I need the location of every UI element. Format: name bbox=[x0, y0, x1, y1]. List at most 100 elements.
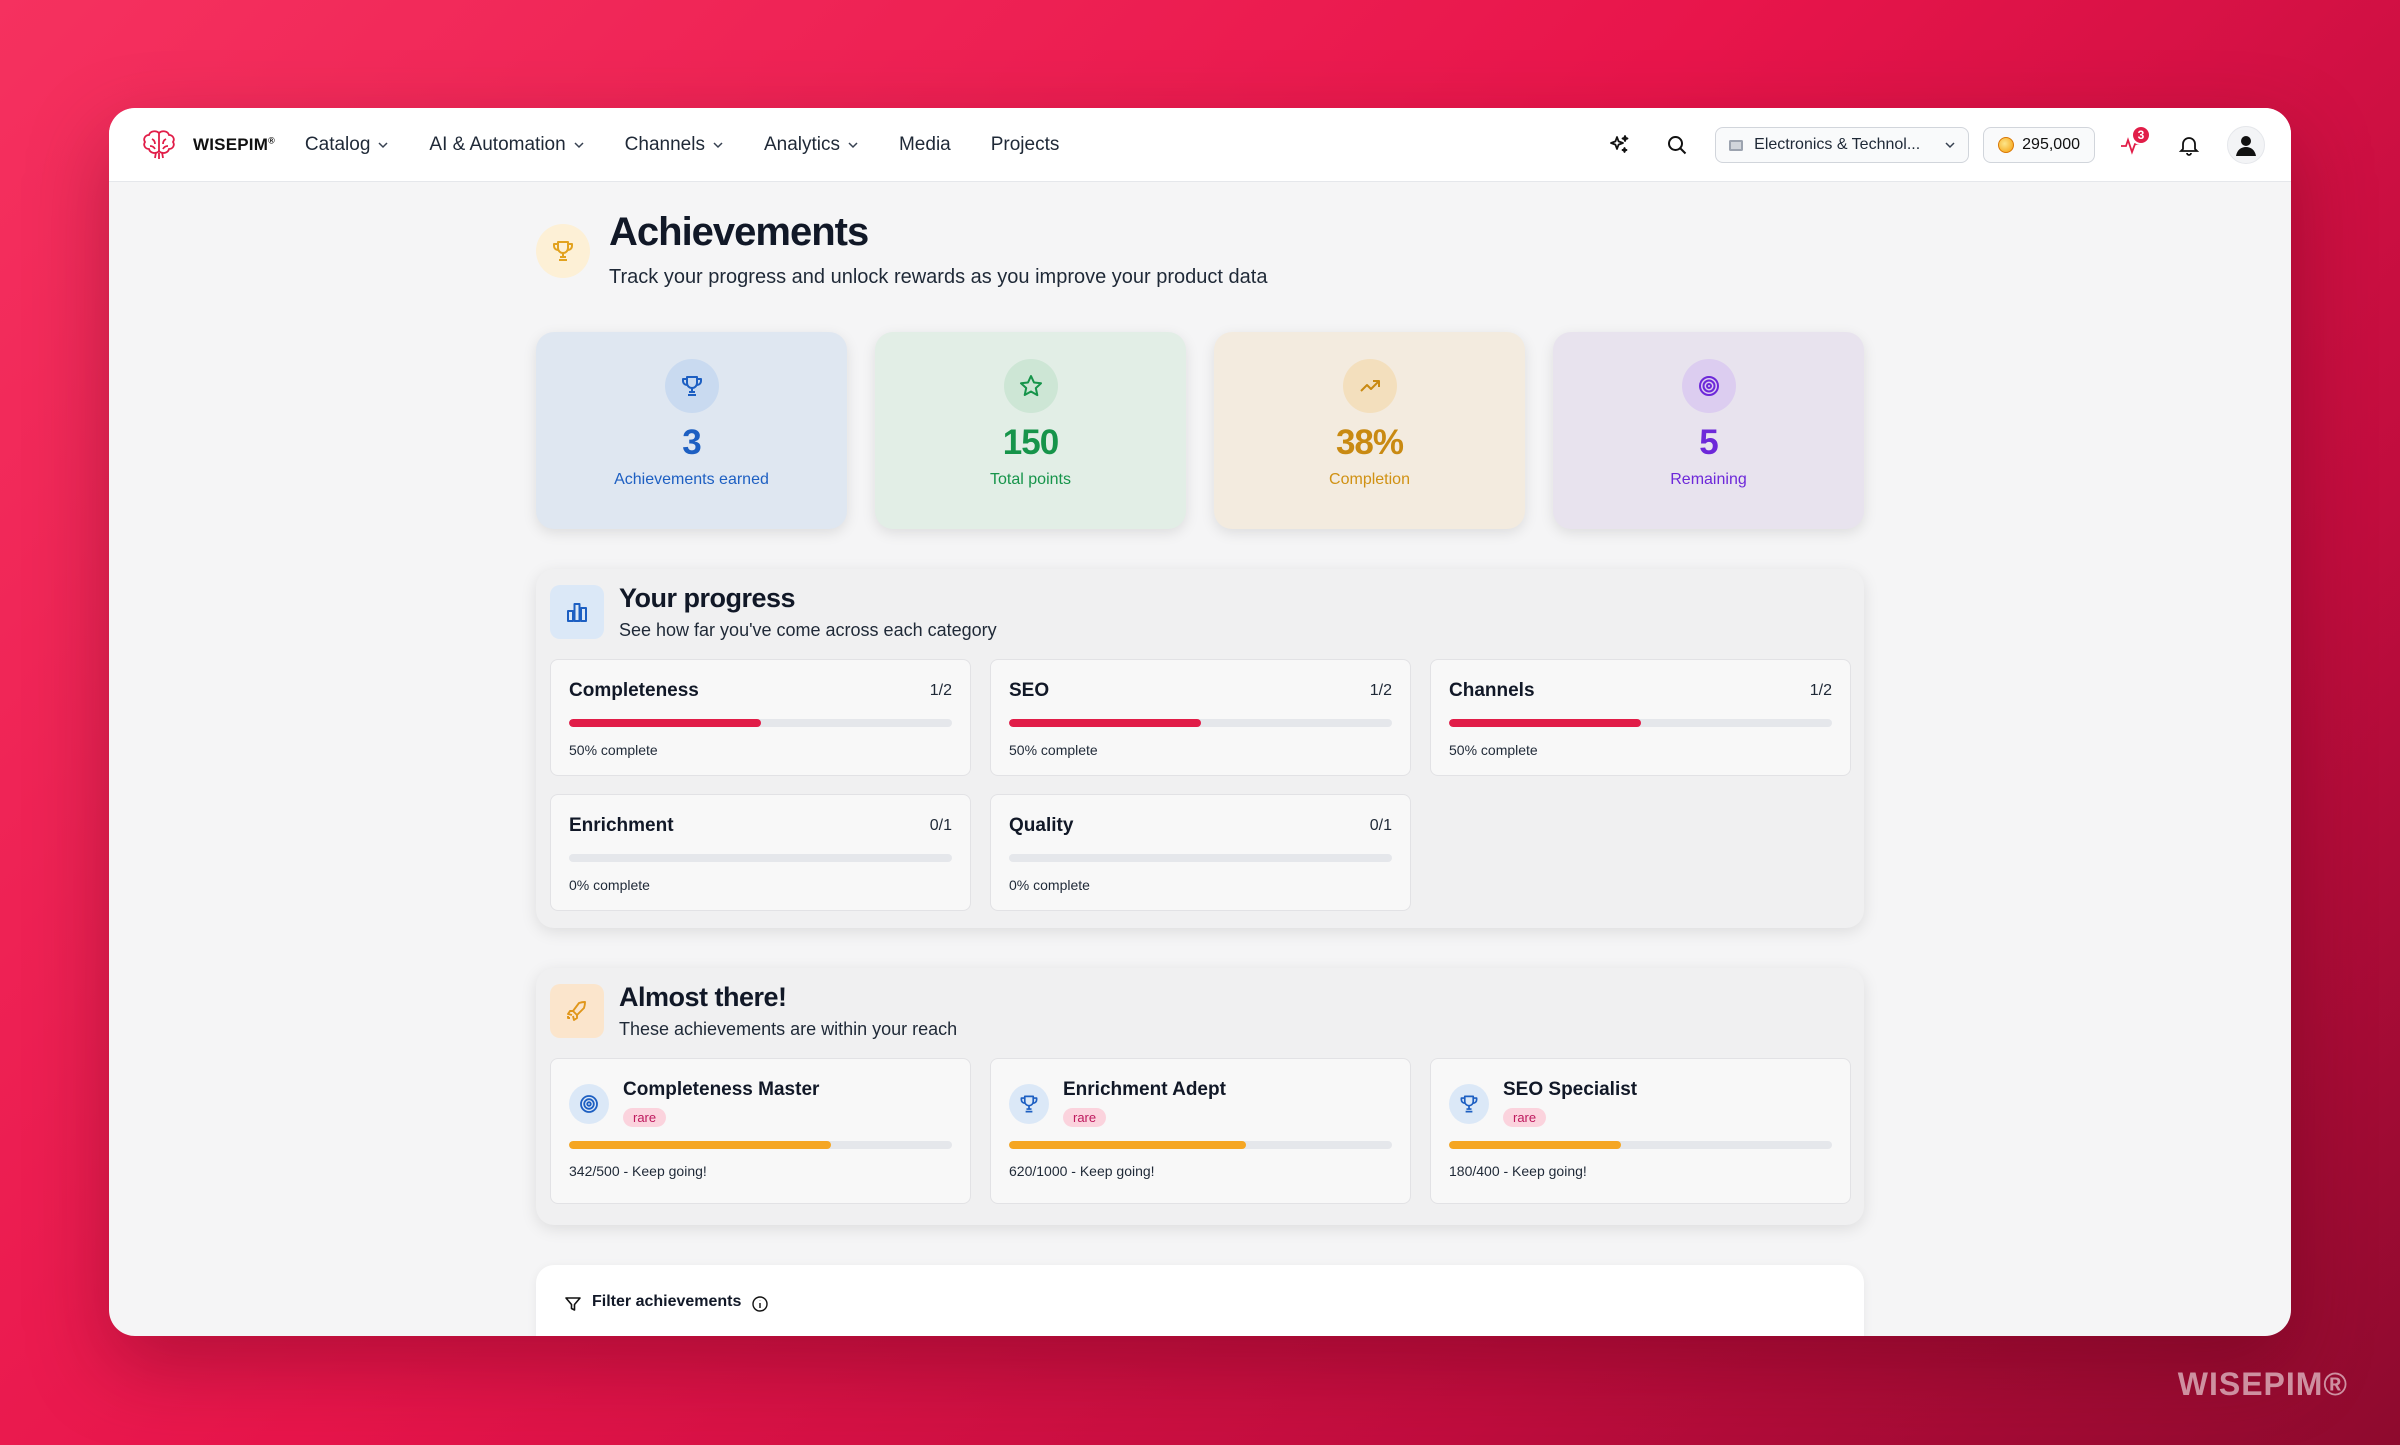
achievement-name: Completeness Master bbox=[623, 1079, 820, 1100]
brain-logo-icon bbox=[143, 129, 175, 159]
achievement-card-enrichment-adept[interactable]: Enrichment Adept rare 620/1000 - Keep go… bbox=[990, 1058, 1411, 1204]
stat-label: Achievements earned bbox=[614, 471, 769, 488]
filter-panel: Filter achievements bbox=[536, 1265, 1864, 1336]
category-fraction: 0/1 bbox=[929, 817, 952, 834]
chevron-down-icon bbox=[574, 141, 584, 148]
chevron-down-icon bbox=[1945, 142, 1955, 149]
category-percent-label: 50% complete bbox=[1009, 742, 1098, 758]
category-fraction: 0/1 bbox=[1369, 817, 1392, 834]
nav-analytics[interactable]: Analytics bbox=[764, 134, 859, 156]
filter-label[interactable]: Filter achievements bbox=[592, 1293, 742, 1310]
rarity-badge: rare bbox=[1063, 1108, 1107, 1127]
almost-there-subtitle: These achievements are within your reach bbox=[619, 1019, 958, 1039]
trophy-icon bbox=[1009, 1084, 1049, 1124]
achievement-progress-fill bbox=[1449, 1141, 1622, 1149]
notification-count-badge: 3 bbox=[2131, 125, 2151, 145]
coin-icon bbox=[1998, 137, 2015, 153]
workspace-selector[interactable]: Electronics & Technol... bbox=[1715, 127, 1970, 163]
page-header: Achievements Track your progress and unl… bbox=[536, 182, 1864, 332]
stat-value: 150 bbox=[1002, 423, 1059, 462]
top-navbar: WISEPIM® Catalog AI & Automation Channel… bbox=[109, 108, 2291, 182]
progress-panel: Your progress See how far you've come ac… bbox=[536, 569, 1864, 928]
category-percent-label: 50% complete bbox=[1449, 742, 1538, 758]
nav-channels[interactable]: Channels bbox=[625, 134, 724, 156]
nav-catalog[interactable]: Catalog bbox=[305, 134, 390, 156]
progress-bar bbox=[1009, 854, 1392, 862]
trophy-icon bbox=[536, 224, 590, 278]
stat-value: 3 bbox=[682, 423, 701, 462]
nav-ai-automation-label: AI & Automation bbox=[429, 133, 566, 155]
category-fraction: 1/2 bbox=[1369, 682, 1392, 699]
category-percent-label: 0% complete bbox=[569, 877, 650, 893]
progress-bar bbox=[1449, 719, 1832, 727]
achievement-card-seo-specialist[interactable]: SEO Specialist rare 180/400 - Keep going… bbox=[1430, 1058, 1851, 1204]
achievement-card-completeness-master[interactable]: Completeness Master rare 342/500 - Keep … bbox=[550, 1058, 971, 1204]
achievement-progress-fill bbox=[569, 1141, 831, 1149]
almost-there-grid: Completeness Master rare 342/500 - Keep … bbox=[550, 1058, 1851, 1204]
category-name: Channels bbox=[1449, 680, 1535, 701]
trophy-icon bbox=[1449, 1084, 1489, 1124]
star-icon bbox=[1003, 359, 1058, 413]
stat-value: 5 bbox=[1699, 423, 1718, 462]
nav-catalog-label: Catalog bbox=[304, 133, 371, 155]
stat-label: Remaining bbox=[1670, 471, 1747, 488]
user-avatar[interactable] bbox=[2227, 126, 2265, 164]
progress-grid: Completeness 1/2 50% complete SEO 1/2 50… bbox=[550, 659, 1851, 911]
category-name: Enrichment bbox=[569, 815, 674, 836]
nav-projects[interactable]: Projects bbox=[991, 134, 1060, 156]
credits-balance[interactable]: 295,000 bbox=[1983, 127, 2095, 163]
nav-analytics-label: Analytics bbox=[763, 133, 840, 155]
progress-bar bbox=[569, 719, 952, 727]
progress-bar bbox=[1009, 719, 1392, 727]
main-content: Achievements Track your progress and unl… bbox=[536, 182, 1864, 1336]
category-card-completeness: Completeness 1/2 50% complete bbox=[550, 659, 971, 776]
stat-label: Completion bbox=[1329, 471, 1410, 488]
target-icon bbox=[1681, 359, 1736, 413]
rocket-icon bbox=[550, 984, 604, 1038]
almost-there-header: Almost there! These achievements are wit… bbox=[550, 982, 1850, 1058]
sparkles-icon bbox=[1610, 135, 1629, 153]
nav-media[interactable]: Media bbox=[899, 134, 951, 156]
stat-total-points: 150 Total points bbox=[875, 332, 1186, 529]
stat-completion: 38% Completion bbox=[1214, 332, 1525, 529]
app-window: WISEPIM® Catalog AI & Automation Channel… bbox=[109, 108, 2291, 1336]
progress-header: Your progress See how far you've come ac… bbox=[550, 583, 1850, 659]
activity-button[interactable]: 3 bbox=[2111, 125, 2151, 165]
progress-title: Your progress bbox=[619, 583, 796, 613]
search-button[interactable] bbox=[1657, 125, 1697, 165]
nav-actions: Electronics & Technol... 295,000 3 bbox=[1599, 108, 2265, 182]
brand-name: WISEPIM® bbox=[193, 134, 275, 154]
category-card-seo: SEO 1/2 50% complete bbox=[990, 659, 1411, 776]
category-fraction: 1/2 bbox=[929, 682, 952, 699]
category-name: Completeness bbox=[569, 680, 699, 701]
category-card-channels: Channels 1/2 50% complete bbox=[1430, 659, 1851, 776]
achievement-progress-fill bbox=[1009, 1141, 1247, 1149]
category-card-quality: Quality 0/1 0% complete bbox=[990, 794, 1411, 911]
achievement-progress-label: 180/400 - Keep going! bbox=[1449, 1163, 1587, 1179]
page-subtitle: Track your progress and unlock rewards a… bbox=[609, 266, 1268, 288]
info-icon[interactable] bbox=[751, 1295, 769, 1313]
achievement-progress-bar bbox=[569, 1141, 952, 1149]
brand-logo[interactable]: WISEPIM® bbox=[139, 125, 275, 165]
category-name: Quality bbox=[1009, 815, 1074, 836]
progress-subtitle: See how far you've come across each cate… bbox=[619, 620, 997, 640]
achievement-progress-bar bbox=[1009, 1141, 1392, 1149]
achievement-name: Enrichment Adept bbox=[1063, 1079, 1226, 1100]
achievement-progress-label: 620/1000 - Keep going! bbox=[1009, 1163, 1155, 1179]
category-percent-label: 50% complete bbox=[569, 742, 658, 758]
achievement-name: SEO Specialist bbox=[1503, 1079, 1638, 1100]
nav-ai-automation[interactable]: AI & Automation bbox=[429, 134, 584, 156]
ai-sparkle-button[interactable] bbox=[1599, 125, 1639, 165]
stats-row: 3 Achievements earned 150 Total points 3… bbox=[536, 332, 1864, 529]
bar-chart-icon bbox=[550, 585, 604, 639]
trophy-icon bbox=[664, 359, 719, 413]
chevron-down-icon bbox=[713, 141, 723, 148]
nav-menu: Catalog AI & Automation Channels Analyti… bbox=[305, 134, 1059, 156]
nav-projects-label: Projects bbox=[990, 133, 1060, 155]
category-fraction: 1/2 bbox=[1809, 682, 1832, 699]
notifications-button[interactable] bbox=[2169, 125, 2209, 165]
bell-icon bbox=[2178, 137, 2200, 156]
chevron-down-icon bbox=[378, 141, 388, 148]
brand-watermark: WISEPIM® bbox=[2177, 1366, 2348, 1402]
stat-value: 38% bbox=[1335, 423, 1404, 462]
